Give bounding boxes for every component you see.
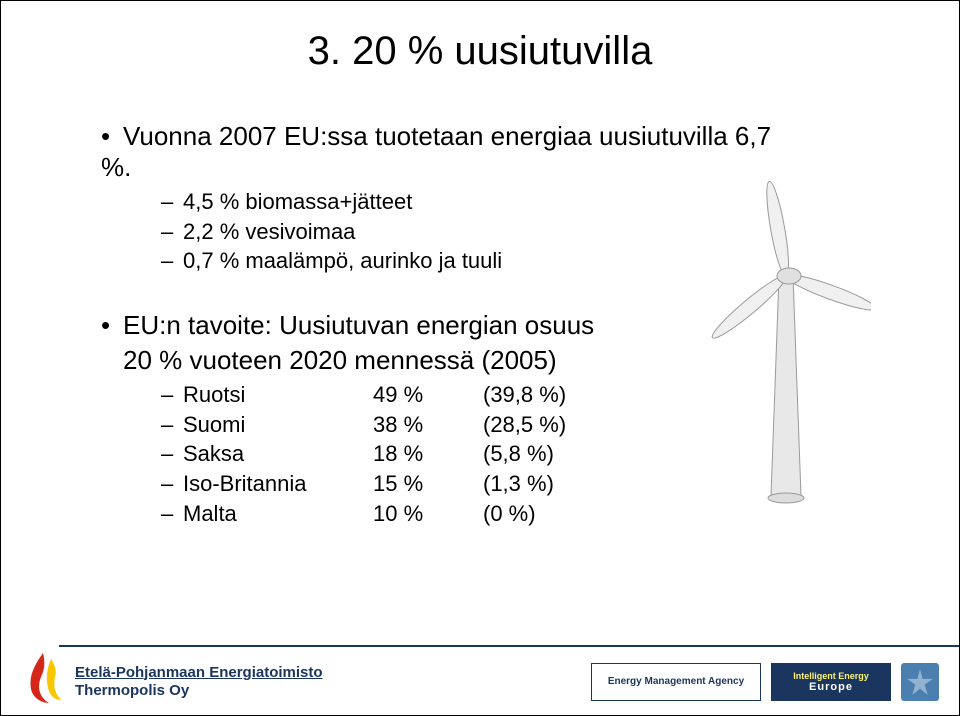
bullet-marker: • — [101, 121, 123, 152]
country-base: (28,5 %) — [483, 410, 566, 440]
bullet-intro-text: Vuonna 2007 EU:ssa tuotetaan energiaa uu… — [101, 121, 771, 182]
sub-text: 4,5 % biomassa+jätteet — [183, 189, 412, 214]
footer-company-name: Thermopolis Oy — [75, 682, 323, 701]
dash-marker: – — [161, 469, 183, 499]
bullet-target-a: EU:n tavoite: Uusiutuvan energian osuus — [123, 310, 594, 340]
country-target: 18 % — [373, 439, 483, 469]
spacer — [101, 276, 801, 310]
country-base: (39,8 %) — [483, 380, 566, 410]
country-name: Ruotsi — [183, 380, 373, 410]
bullet-target: •EU:n tavoite: Uusiutuvan energian osuus — [101, 310, 801, 341]
bullet-target-line2: 20 % vuoteen 2020 mennessä (2005) — [123, 345, 801, 376]
bullet-intro: •Vuonna 2007 EU:ssa tuotetaan energiaa u… — [101, 121, 801, 183]
thermopolis-flame-icon — [23, 649, 69, 705]
country-target: 38 % — [373, 410, 483, 440]
bullet-marker: • — [101, 310, 123, 341]
badge-ie-bottom: Europe — [809, 681, 853, 693]
badge-ema-label: Energy Management Agency — [608, 677, 744, 687]
sub-text: 0,7 % maalämpö, aurinko ja tuuli — [183, 248, 502, 273]
dash-marker: – — [161, 380, 183, 410]
footer-badges: Energy Management Agency Intelligent Ene… — [591, 663, 939, 701]
bullet-target-b: 20 % vuoteen 2020 mennessä (2005) — [123, 345, 557, 375]
badge-energy-management-agency: Energy Management Agency — [591, 663, 761, 701]
footer-divider — [59, 645, 959, 647]
wind-turbine-icon — [701, 176, 871, 506]
country-name: Suomi — [183, 410, 373, 440]
country-target: 15 % — [373, 469, 483, 499]
badge-intelligent-energy-europe: Intelligent Energy Europe — [771, 663, 891, 701]
slide-content: •Vuonna 2007 EU:ssa tuotetaan energiaa u… — [101, 121, 801, 529]
footer-org-name: Etelä-Pohjanmaan Energiatoimisto — [75, 664, 323, 683]
dash-marker: – — [161, 410, 183, 440]
dash-marker: – — [161, 187, 183, 217]
dash-marker: – — [161, 499, 183, 529]
country-base: (0 %) — [483, 499, 536, 529]
badge-square-icon — [901, 663, 939, 701]
dash-marker: – — [161, 246, 183, 276]
slide: 3. 20 % uusiutuvilla •Vuonna 2007 EU:ssa… — [0, 0, 960, 716]
country-name: Saksa — [183, 439, 373, 469]
country-base: (5,8 %) — [483, 439, 554, 469]
footer: Etelä-Pohjanmaan Energiatoimisto Thermop… — [1, 645, 959, 715]
dash-marker: – — [161, 217, 183, 247]
country-target: 10 % — [373, 499, 483, 529]
country-base: (1,3 %) — [483, 469, 554, 499]
footer-text: Etelä-Pohjanmaan Energiatoimisto Thermop… — [75, 664, 323, 702]
country-name: Malta — [183, 499, 373, 529]
dash-marker: – — [161, 439, 183, 469]
sub-text: 2,2 % vesivoimaa — [183, 219, 355, 244]
country-name: Iso-Britannia — [183, 469, 373, 499]
slide-title: 3. 20 % uusiutuvilla — [1, 29, 959, 74]
badge-ie-top: Intelligent Energy — [793, 671, 869, 681]
country-target: 49 % — [373, 380, 483, 410]
